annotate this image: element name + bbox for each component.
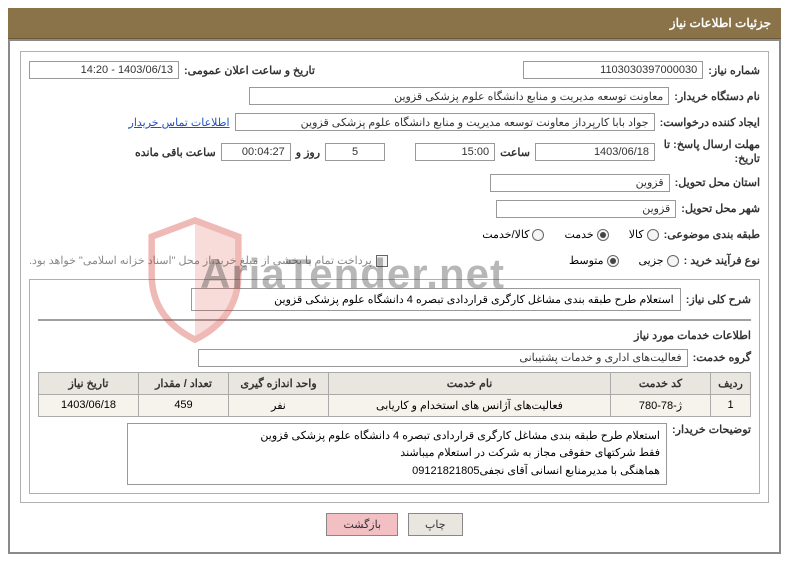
- td-unit: نفر: [229, 394, 329, 416]
- radio-goods-label: کالا: [629, 228, 644, 241]
- label-buyer-notes: توضیحات خریدار:: [672, 423, 751, 436]
- radio-goods-dot: [647, 229, 659, 241]
- label-remaining: ساعت باقی مانده: [135, 146, 216, 159]
- buyer-notes-line1: استعلام طرح طبقه بندی مشاغل کارگری قرارد…: [134, 428, 660, 446]
- label-buyer-org: نام دستگاه خریدار:: [674, 90, 760, 103]
- label-deadline: مهلت ارسال پاسخ: تا تاریخ:: [660, 138, 760, 167]
- radio-medium-label: متوسط: [569, 254, 604, 267]
- field-days-remaining: 5: [325, 143, 385, 161]
- row-buyer-org: نام دستگاه خریدار: معاونت توسعه مدیریت و…: [29, 86, 760, 106]
- service-info-header: اطلاعات خدمات مورد نیاز: [38, 329, 751, 342]
- row-city: شهر محل تحویل: قزوین: [29, 199, 760, 219]
- row-service-group: گروه خدمت: فعالیت‌های اداری و خدمات پشتی…: [38, 348, 751, 368]
- radio-service-label: خدمت: [564, 228, 593, 241]
- need-description-section: شرح کلی نیاز: استعلام طرح طبقه بندی مشاغ…: [29, 279, 760, 495]
- label-city: شهر محل تحویل:: [681, 202, 760, 215]
- buyer-notes-line2: فقط شرکتهای حقوقی مجاز به شرکت در استعلا…: [134, 445, 660, 463]
- row-buyer-notes: توضیحات خریدار: استعلام طرح طبقه بندی مش…: [38, 423, 751, 486]
- form-body: شماره نیاز: 1103030397000030 تاریخ و ساع…: [20, 51, 769, 503]
- td-row: 1: [711, 394, 751, 416]
- td-service-name: فعالیت‌های آژانس های استخدام و کاریابی: [329, 394, 611, 416]
- label-announce-date: تاریخ و ساعت اعلان عمومی:: [184, 64, 315, 77]
- th-service-name: نام خدمت: [329, 372, 611, 394]
- table-header-row: ردیف کد خدمت نام خدمت واحد اندازه گیری ت…: [39, 372, 751, 394]
- table-row: 1 ژ-78-780 فعالیت‌های آژانس های استخدام …: [39, 394, 751, 416]
- services-table: ردیف کد خدمت نام خدمت واحد اندازه گیری ت…: [38, 372, 751, 417]
- label-purchase-type: نوع فرآیند خرید :: [684, 254, 760, 267]
- th-need-date: تاریخ نیاز: [39, 372, 139, 394]
- field-deadline-time: 15:00: [415, 143, 495, 161]
- field-request-creator: جواد بابا کارپرداز معاونت توسعه مدیریت و…: [235, 113, 655, 131]
- divider: [38, 319, 751, 321]
- label-service-group: گروه خدمت:: [693, 351, 751, 364]
- label-request-creator: ایجاد کننده درخواست:: [660, 116, 760, 129]
- row-province: استان محل تحویل: قزوین: [29, 173, 760, 193]
- radio-partial-dot: [667, 255, 679, 267]
- checkbox-payment[interactable]: پرداخت تمام یا بخشی از مبلغ خرید،از محل …: [29, 254, 388, 267]
- radio-goods-service-label: کالا/خدمت: [482, 228, 529, 241]
- row-need-desc: شرح کلی نیاز: استعلام طرح طبقه بندی مشاغ…: [38, 288, 751, 311]
- td-need-date: 1403/06/18: [39, 394, 139, 416]
- label-days-and: روز و: [296, 146, 320, 159]
- radio-medium-dot: [607, 255, 619, 267]
- th-service-code: کد خدمت: [611, 372, 711, 394]
- th-unit: واحد اندازه گیری: [229, 372, 329, 394]
- buttons-row: چاپ بازگشت: [20, 513, 769, 536]
- row-purchase-type: نوع فرآیند خرید : جزیی متوسط پرداخت تمام…: [29, 251, 760, 271]
- radio-service[interactable]: خدمت: [564, 228, 608, 241]
- row-category: طبقه بندی موضوعی: کالا خدمت کالا/خدمت: [29, 225, 760, 245]
- label-province: استان محل تحویل:: [675, 176, 760, 189]
- field-buyer-org: معاونت توسعه مدیریت و منابع دانشگاه علوم…: [249, 87, 669, 105]
- td-service-code: ژ-78-780: [611, 394, 711, 416]
- radio-goods-service-dot: [532, 229, 544, 241]
- main-panel: شماره نیاز: 1103030397000030 تاریخ و ساع…: [8, 39, 781, 554]
- field-service-group: فعالیت‌های اداری و خدمات پشتیبانی: [198, 349, 688, 367]
- th-row: ردیف: [711, 372, 751, 394]
- td-quantity: 459: [139, 394, 229, 416]
- checkbox-payment-label: پرداخت تمام یا بخشی از مبلغ خرید،از محل …: [29, 254, 372, 267]
- field-need-number: 1103030397000030: [523, 61, 703, 79]
- field-deadline-date: 1403/06/18: [535, 143, 655, 161]
- th-quantity: تعداد / مقدار: [139, 372, 229, 394]
- radio-goods-service[interactable]: کالا/خدمت: [482, 228, 544, 241]
- label-time: ساعت: [500, 146, 530, 159]
- panel-title: جزئیات اطلاعات نیاز: [8, 8, 781, 39]
- row-need-number: شماره نیاز: 1103030397000030 تاریخ و ساع…: [29, 60, 760, 80]
- radio-medium[interactable]: متوسط: [569, 254, 619, 267]
- buyer-notes-line3: هماهنگی با مدیرمنابع انسانی آقای نجفی091…: [134, 463, 660, 481]
- radio-partial[interactable]: جزیی: [639, 254, 679, 267]
- field-need-desc: استعلام طرح طبقه بندی مشاغل کارگری قرارد…: [191, 288, 681, 311]
- label-need-number: شماره نیاز:: [708, 64, 760, 77]
- field-announce-date: 1403/06/13 - 14:20: [29, 61, 179, 79]
- label-category: طبقه بندی موضوعی:: [664, 228, 760, 241]
- row-request-creator: ایجاد کننده درخواست: جواد بابا کارپرداز …: [29, 112, 760, 132]
- field-city: قزوین: [496, 200, 676, 218]
- checkbox-payment-box: [376, 255, 388, 267]
- row-deadline: مهلت ارسال پاسخ: تا تاریخ: 1403/06/18 سا…: [29, 138, 760, 167]
- print-button[interactable]: چاپ: [408, 513, 463, 536]
- back-button[interactable]: بازگشت: [326, 513, 398, 536]
- link-buyer-contact[interactable]: اطلاعات تماس خریدار: [129, 116, 230, 129]
- radio-partial-label: جزیی: [639, 254, 664, 267]
- field-buyer-notes: استعلام طرح طبقه بندی مشاغل کارگری قرارد…: [127, 423, 667, 486]
- label-need-desc: شرح کلی نیاز:: [686, 293, 751, 306]
- radio-service-dot: [597, 229, 609, 241]
- field-province: قزوین: [490, 174, 670, 192]
- field-time-remaining: 00:04:27: [221, 143, 291, 161]
- radio-goods[interactable]: کالا: [629, 228, 659, 241]
